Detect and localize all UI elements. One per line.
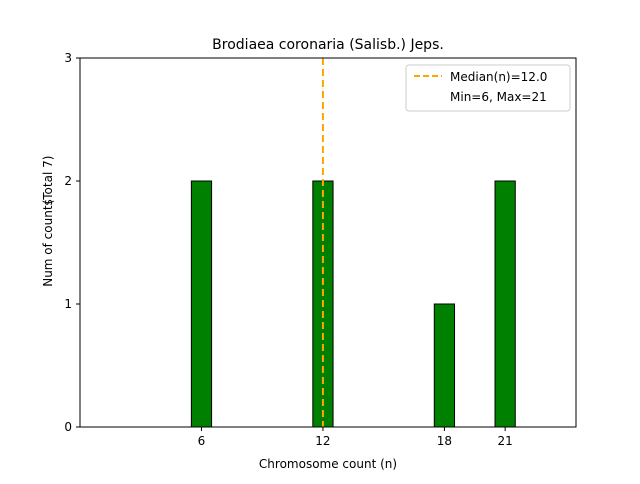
y-tick-label-0: 0: [64, 420, 72, 434]
y-axis-ticks: 0 1 2 3: [64, 51, 80, 434]
x-tick-label-21: 21: [498, 434, 513, 448]
x-tick-label-6: 6: [198, 434, 206, 448]
chart-title: Brodiaea coronaria (Salisb.) Jeps.: [212, 37, 444, 53]
bar-6: [190, 180, 213, 428]
legend: Median(n)=12.0 Min=6, Max=21: [405, 64, 571, 112]
y-tick-label-3: 3: [64, 51, 72, 65]
y-tick-label-2: 2: [64, 174, 72, 188]
legend-min-max-label: Min=6, Max=21: [450, 90, 547, 104]
plot-frame: [79, 57, 577, 428]
x-axis-label: Chromosome count (n): [259, 457, 397, 471]
x-tick-label-12: 12: [315, 434, 330, 448]
bar-21: [494, 180, 516, 428]
x-axis-ticks: 6 12 18 21: [198, 427, 513, 448]
y-axis-label-total: (Total 7): [41, 156, 55, 205]
y-tick-label-1: 1: [64, 297, 72, 311]
x-tick-label-18: 18: [437, 434, 452, 448]
legend-frame: [405, 64, 571, 112]
bar-18: [433, 303, 456, 428]
y-axis-label: Num of counts: [41, 199, 55, 287]
legend-median-label: Median(n)=12.0: [450, 70, 547, 84]
